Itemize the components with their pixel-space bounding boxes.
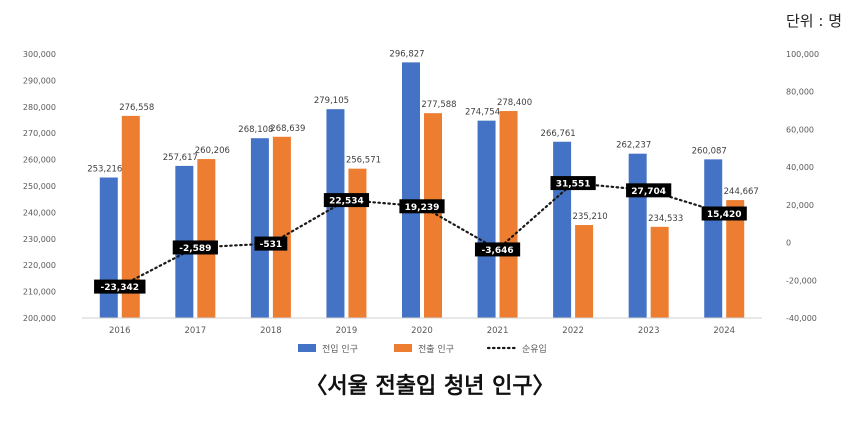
net-value-label: -2,589 [179, 244, 211, 254]
outflow-value-label: 268,639 [270, 124, 305, 134]
inflow-bar [477, 120, 496, 318]
migration-chart: 200,000 210,000 220,000 230,000 240,000 250,0… [23, 49, 819, 355]
left-tick-label: 300,000 [23, 50, 56, 59]
x-tick-label: 2021 [487, 326, 509, 336]
inflow-value-label: 262,237 [616, 141, 651, 151]
net-inflow-line-path [118, 181, 726, 288]
right-tick-label: 80,000 [786, 88, 814, 97]
net-value-label: 27,704 [631, 187, 666, 197]
outflow-value-label: 244,667 [724, 187, 759, 197]
right-y-axis: -40,000 -20,000 0 20,000 40,000 60,000 80,000 1… [786, 50, 819, 323]
outflow-bar [575, 225, 594, 318]
net-value-label-box [701, 206, 747, 221]
left-tick-label: 240,000 [23, 208, 56, 217]
left-tick-label: 250,000 [23, 182, 56, 191]
x-axis: 2016 2017 2018 2019 2020 2021 2022 2023 2024 [82, 317, 762, 336]
net-value-label: 22,534 [329, 197, 364, 207]
outflow-bar [424, 113, 442, 318]
left-tick-label: 270,000 [23, 129, 56, 138]
net-inflow-line: -23,342 -2,589 -531 22,534 19,239 -3,646 31,55… [94, 176, 747, 294]
inflow-bar [704, 159, 723, 318]
left-tick-label: 230,000 [23, 235, 56, 244]
inflow-value-label: 260,087 [692, 146, 727, 156]
outflow-bar [726, 200, 745, 318]
net-value-label: 19,239 [405, 203, 440, 213]
legend: 전입 인구 전출 인구 순유입 [298, 343, 547, 355]
outflow-value-label: 234,533 [648, 214, 683, 224]
outflow-value-label: 235,210 [573, 212, 608, 222]
x-tick-label: 2023 [638, 326, 660, 336]
right-tick-label: 20,000 [786, 201, 814, 210]
left-tick-label: 220,000 [23, 261, 56, 270]
net-value-label-box [94, 279, 146, 294]
inflow-bar [326, 109, 345, 318]
net-value-label-box [550, 176, 596, 191]
net-value-label-box [474, 242, 521, 257]
left-tick-label: 200,000 [23, 314, 56, 323]
right-tick-label: 60,000 [786, 125, 814, 134]
legend-inflow-swatch [298, 344, 316, 352]
inflow-value-label: 268,108 [238, 125, 273, 135]
x-tick-label: 2016 [109, 326, 131, 336]
inflow-bar [553, 141, 572, 318]
inflow-value-label: 296,827 [389, 49, 424, 59]
outflow-value-label: 276,558 [119, 103, 154, 113]
net-value-label-box [626, 183, 672, 198]
outflow-value-label: 277,588 [421, 100, 456, 110]
net-value-label-box [254, 236, 288, 251]
x-tick-label: 2024 [713, 326, 735, 336]
inflow-bar [628, 153, 647, 318]
outflow-bar [348, 168, 367, 318]
outflow-value-label: 260,206 [195, 146, 230, 156]
legend-net-label: 순유입 [522, 343, 547, 355]
net-value-label: 31,551 [556, 180, 591, 190]
right-tick-label: -20,000 [786, 276, 817, 285]
left-tick-label: 260,000 [23, 156, 56, 165]
outflow-bar [272, 136, 291, 318]
inflow-bar [402, 62, 420, 318]
right-tick-label: 100,000 [786, 50, 819, 59]
net-value-label-box [323, 193, 370, 208]
left-tick-label: 210,000 [23, 288, 56, 297]
net-value-label: -23,342 [101, 283, 139, 293]
inflow-value-label: 274,754 [465, 108, 500, 118]
right-tick-label: 0 [786, 239, 791, 248]
outflow-bar [499, 111, 518, 318]
x-tick-label: 2022 [562, 326, 584, 336]
inflow-value-label: 257,617 [163, 153, 198, 163]
inflow-bar [250, 138, 269, 318]
inflow-value-label: 266,761 [541, 129, 576, 139]
inflow-value-label: 279,105 [314, 96, 349, 106]
chart-caption: 〈서울 전출입 청년 인구〉 [305, 374, 555, 399]
left-tick-label: 290,000 [23, 76, 56, 85]
unit-label: 단위 : 명 [786, 12, 842, 30]
inflow-value-label: 253,216 [87, 165, 122, 175]
right-tick-label: 40,000 [786, 163, 814, 172]
outflow-bar [197, 159, 216, 318]
x-tick-label: 2019 [336, 326, 358, 336]
net-value-label-box [172, 240, 218, 255]
net-value-label-box [399, 199, 445, 214]
legend-inflow-label: 전입 인구 [322, 343, 358, 355]
outflow-bar [121, 115, 140, 319]
outflow-value-label: 278,400 [497, 98, 532, 108]
inflow-bar [99, 177, 118, 318]
outflow-value-label: 256,571 [346, 156, 381, 166]
net-value-label: 15,420 [707, 210, 742, 220]
x-tick-label: 2018 [260, 326, 282, 336]
net-value-label: -3,646 [481, 246, 513, 256]
x-tick-label: 2020 [411, 326, 433, 336]
legend-outflow-swatch [394, 344, 412, 352]
legend-outflow-label: 전출 인구 [418, 344, 454, 355]
right-tick-label: -40,000 [786, 314, 817, 323]
x-tick-label: 2017 [185, 326, 207, 336]
net-value-label: -531 [260, 240, 283, 250]
outflow-bar [650, 226, 669, 318]
left-tick-label: 280,000 [23, 103, 56, 112]
left-y-axis: 200,000 210,000 220,000 230,000 240,000 250,0… [23, 50, 56, 323]
